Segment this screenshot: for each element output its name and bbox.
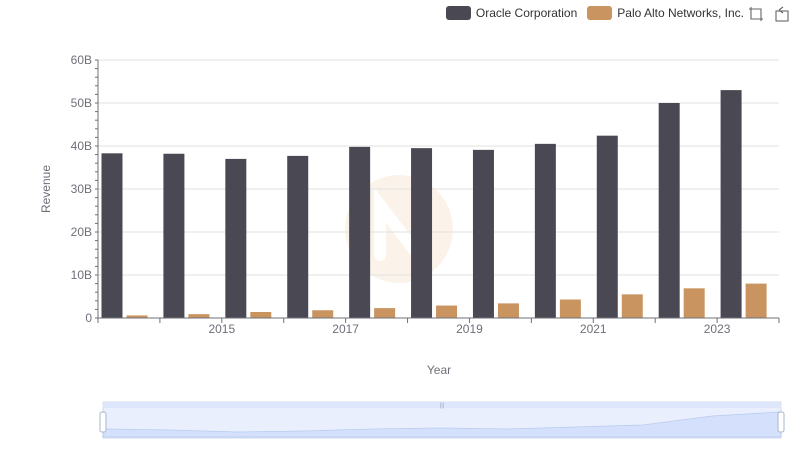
x-tick-label: 2017 — [332, 322, 359, 336]
zoom-top-bar[interactable] — [103, 402, 781, 408]
zoom-icon[interactable] — [748, 6, 764, 22]
bar-palo-alto[interactable] — [312, 310, 334, 318]
bar-oracle[interactable] — [287, 155, 309, 318]
bar-oracle[interactable] — [163, 153, 185, 318]
y-tick-label: 40B — [71, 139, 92, 153]
bar-oracle[interactable] — [101, 153, 123, 318]
y-tick-label: 10B — [71, 268, 92, 282]
zoom-handle-left[interactable] — [99, 411, 107, 433]
bar-palo-alto[interactable] — [126, 315, 148, 318]
bar-palo-alto[interactable] — [745, 283, 767, 318]
zoom-handle-right[interactable] — [777, 411, 785, 433]
x-tick-label: 2015 — [208, 322, 235, 336]
chart-legend: Oracle Corporation Palo Alto Networks, I… — [445, 4, 744, 22]
bar-palo-alto[interactable] — [436, 305, 458, 318]
bar-palo-alto[interactable] — [250, 311, 272, 318]
legend-item-palo-alto[interactable]: Palo Alto Networks, Inc. — [587, 6, 744, 20]
legend-label-palo-alto: Palo Alto Networks, Inc. — [617, 6, 744, 20]
bar-oracle[interactable] — [225, 158, 247, 318]
zoom-grip-icon[interactable]: ||| — [440, 403, 445, 409]
y-tick-label: 30B — [71, 182, 92, 196]
y-tick-label: 50B — [71, 96, 92, 110]
bar-oracle[interactable] — [658, 103, 680, 318]
y-tick-label: 20B — [71, 225, 92, 239]
data-zoom-slider[interactable]: ||| — [99, 401, 785, 439]
bar-oracle[interactable] — [472, 149, 494, 318]
x-axis-title: Year — [427, 363, 451, 377]
bar-oracle[interactable] — [596, 135, 618, 318]
zoom-data-shadow — [102, 411, 782, 438]
bar-palo-alto[interactable] — [497, 303, 519, 318]
x-tick-label: 2021 — [580, 322, 607, 336]
bar-palo-alto[interactable] — [374, 308, 396, 318]
restore-icon[interactable] — [774, 6, 790, 22]
bar-palo-alto[interactable] — [621, 294, 643, 318]
y-tick-label: 60B — [71, 53, 92, 67]
x-tick-label: 2019 — [456, 322, 483, 336]
chart-toolbox — [748, 6, 790, 22]
bar-oracle[interactable] — [411, 148, 433, 318]
legend-swatch-oracle — [445, 6, 471, 20]
bar-palo-alto[interactable] — [188, 314, 210, 318]
y-axis-title: Revenue — [39, 165, 53, 213]
legend-swatch-palo-alto — [587, 6, 613, 20]
y-tick-label: 0 — [85, 311, 92, 325]
bar-oracle[interactable] — [534, 143, 556, 318]
legend-label-oracle: Oracle Corporation — [475, 6, 578, 20]
bar-palo-alto[interactable] — [683, 288, 705, 318]
bar-oracle[interactable] — [349, 146, 371, 318]
bar-oracle[interactable] — [720, 90, 742, 318]
x-tick-label: 2023 — [704, 322, 731, 336]
legend-item-oracle[interactable]: Oracle Corporation — [445, 6, 578, 20]
bar-palo-alto[interactable] — [559, 299, 581, 318]
